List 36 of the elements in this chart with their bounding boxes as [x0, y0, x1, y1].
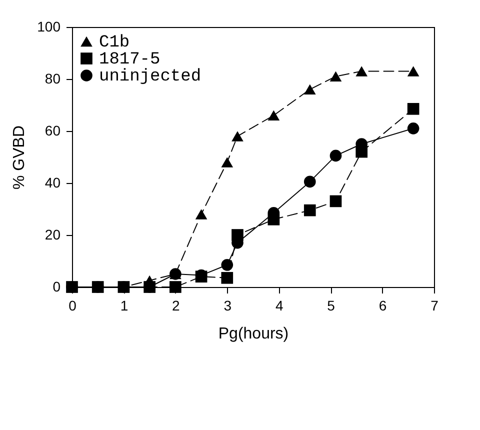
y-tick-label: 60: [44, 122, 61, 138]
point: [268, 110, 280, 121]
x-tick-label: 7: [430, 298, 439, 314]
point: [330, 150, 342, 162]
y-axis-title: % GVBD: [11, 125, 28, 190]
point: [407, 122, 420, 134]
y-tick-label: 20: [44, 226, 61, 242]
point: [356, 66, 368, 76]
x-tick-label: 3: [224, 298, 232, 314]
legend-label: uninjected: [99, 68, 202, 86]
point: [304, 176, 316, 188]
point: [304, 84, 316, 95]
y-tick-label: 0: [52, 278, 61, 294]
legend-label: 1817-5: [99, 50, 160, 70]
point: [407, 66, 420, 76]
point: [170, 281, 182, 293]
point: [330, 71, 342, 82]
point: [221, 157, 234, 168]
x-tick-label: 5: [327, 298, 336, 314]
point: [221, 258, 234, 271]
point: [304, 204, 316, 216]
point: [407, 102, 420, 115]
x-tick-label: 2: [172, 298, 180, 314]
x-tick-label: 6: [378, 298, 387, 314]
x-tick-label: 4: [275, 298, 284, 314]
y-tick-label: 100: [37, 18, 61, 34]
x-tick-label: 0: [68, 298, 77, 314]
point: [232, 131, 244, 142]
point: [195, 209, 208, 220]
x-tick-label: 1: [120, 298, 128, 314]
legend-label: C1b: [99, 34, 130, 52]
y-tick-label: 80: [44, 70, 61, 86]
y-tick-label: 40: [44, 174, 61, 190]
x-axis-title: Pg(hours): [218, 326, 289, 342]
point: [221, 272, 234, 284]
point: [330, 195, 342, 208]
